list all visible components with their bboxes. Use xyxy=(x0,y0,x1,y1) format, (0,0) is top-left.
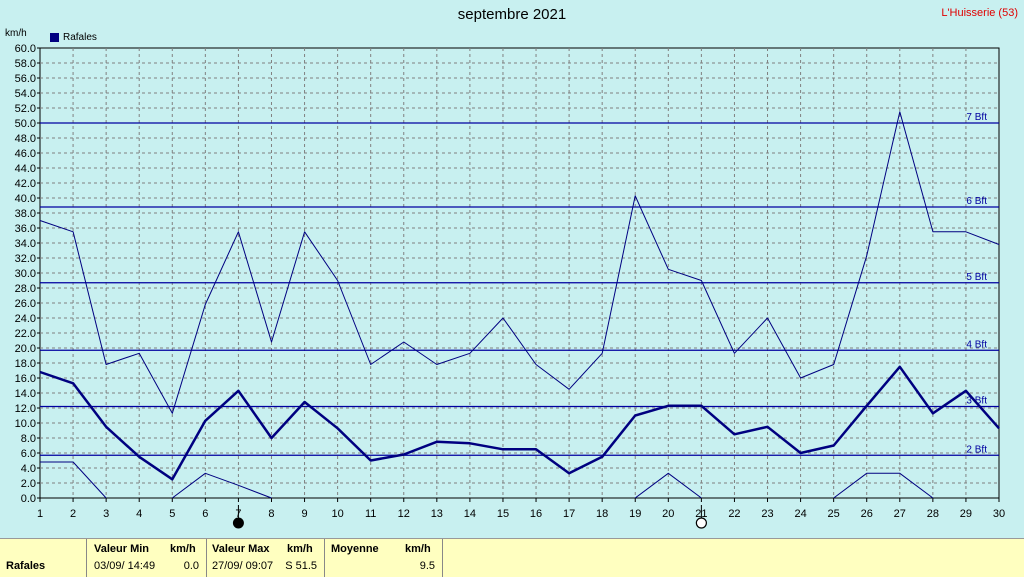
x-tick-label: 26 xyxy=(861,508,873,520)
stats-table: Rafales Valeur Min km/h 03/09/ 14:49 0.0… xyxy=(0,538,1024,577)
stats-avg-header: Moyenne xyxy=(331,543,379,555)
stats-max-time: 27/09/ 09:07 xyxy=(212,560,273,572)
stats-max-cell: Valeur Max km/h 27/09/ 09:07 S 51.5 xyxy=(206,539,325,577)
x-tick-label: 25 xyxy=(828,508,840,520)
x-tick-label: 18 xyxy=(596,508,608,520)
x-tick-label: 12 xyxy=(398,508,410,520)
x-tick-label: 13 xyxy=(431,508,443,520)
y-tick-label: 36.0 xyxy=(15,223,36,235)
stats-row-label: Rafales xyxy=(6,560,45,572)
y-tick-label: 32.0 xyxy=(15,253,36,265)
y-tick-label: 6.0 xyxy=(21,448,36,460)
new-moon-icon xyxy=(696,518,706,528)
x-tick-label: 16 xyxy=(530,508,542,520)
wind-gust-chart: 0.0 2.0 4.0 6.0 8.0 10.0 12.0 14.0 16.0 18.0 20.0 2… xyxy=(0,0,1024,538)
x-tick-label: 1 xyxy=(37,508,43,520)
beaufort-label: 4 Bft xyxy=(966,339,987,350)
y-tick-label: 34.0 xyxy=(15,238,36,250)
beaufort-label: 5 Bft xyxy=(966,272,987,283)
x-tick-label: 14 xyxy=(464,508,476,520)
y-tick-label: 8.0 xyxy=(21,433,36,445)
beaufort-label: 6 Bft xyxy=(966,196,987,207)
stats-avg-unit: km/h xyxy=(405,543,431,555)
y-tick-label: 28.0 xyxy=(15,283,36,295)
x-tick-label: 10 xyxy=(331,508,343,520)
stats-max-header: Valeur Max xyxy=(212,543,269,555)
y-tick-label: 22.0 xyxy=(15,328,36,340)
full-moon-icon xyxy=(233,518,243,528)
x-tick-label: 17 xyxy=(563,508,575,520)
stats-max-unit: km/h xyxy=(287,543,313,555)
stats-min-header: Valeur Min xyxy=(94,543,149,555)
x-tick-label: 3 xyxy=(103,508,109,520)
x-tick-label: 30 xyxy=(993,508,1005,520)
y-tick-label: 54.0 xyxy=(15,88,36,100)
stats-min-time: 03/09/ 14:49 xyxy=(94,560,155,572)
stats-min-cell: Valeur Min km/h 03/09/ 14:49 0.0 xyxy=(86,539,207,577)
stats-end-divider xyxy=(442,539,443,577)
stats-max-value: S 51.5 xyxy=(285,560,317,572)
x-tick-label: 28 xyxy=(927,508,939,520)
x-tick-label: 19 xyxy=(629,508,641,520)
x-tick-label: 2 xyxy=(70,508,76,520)
y-tick-label: 46.0 xyxy=(15,148,36,160)
x-tick-label: 23 xyxy=(761,508,773,520)
y-tick-label: 4.0 xyxy=(21,463,36,475)
x-tick-label: 8 xyxy=(268,508,274,520)
stats-avg-value: 9.5 xyxy=(420,560,435,572)
y-tick-label: 12.0 xyxy=(15,403,36,415)
y-tick-label: 24.0 xyxy=(15,313,36,325)
y-tick-label: 10.0 xyxy=(15,418,36,430)
y-tick-label: 44.0 xyxy=(15,163,36,175)
y-tick-label: 30.0 xyxy=(15,268,36,280)
x-tick-label: 9 xyxy=(301,508,307,520)
beaufort-label: 7 Bft xyxy=(966,112,987,123)
y-tick-label: 52.0 xyxy=(15,103,36,115)
stats-avg-cell: Moyenne km/h 9.5 xyxy=(324,539,443,577)
x-tick-label: 4 xyxy=(136,508,142,520)
stats-min-unit: km/h xyxy=(170,543,196,555)
x-tick-label: 22 xyxy=(728,508,740,520)
y-tick-label: 0.0 xyxy=(21,493,36,505)
y-tick-label: 16.0 xyxy=(15,373,36,385)
x-tick-label: 20 xyxy=(662,508,674,520)
y-tick-label: 56.0 xyxy=(15,73,36,85)
y-tick-label: 20.0 xyxy=(15,343,36,355)
y-tick-label: 26.0 xyxy=(15,298,36,310)
y-tick-label: 18.0 xyxy=(15,358,36,370)
x-tick-label: 5 xyxy=(169,508,175,520)
y-tick-label: 60.0 xyxy=(15,43,36,55)
beaufort-label: 2 Bft xyxy=(966,444,987,455)
y-tick-label: 14.0 xyxy=(15,388,36,400)
stats-min-value: 0.0 xyxy=(184,560,199,572)
x-tick-label: 11 xyxy=(365,508,376,520)
y-tick-label: 2.0 xyxy=(21,478,36,490)
x-tick-label: 27 xyxy=(894,508,906,520)
y-tick-label: 42.0 xyxy=(15,178,36,190)
y-tick-label: 48.0 xyxy=(15,133,36,145)
x-tick-label: 24 xyxy=(794,508,806,520)
y-tick-label: 38.0 xyxy=(15,208,36,220)
y-tick-label: 50.0 xyxy=(15,118,36,130)
y-tick-label: 40.0 xyxy=(15,193,36,205)
x-tick-label: 6 xyxy=(202,508,208,520)
x-tick-label: 29 xyxy=(960,508,972,520)
plot-area xyxy=(40,48,999,498)
x-tick-label: 15 xyxy=(497,508,509,520)
y-tick-label: 58.0 xyxy=(15,58,36,70)
